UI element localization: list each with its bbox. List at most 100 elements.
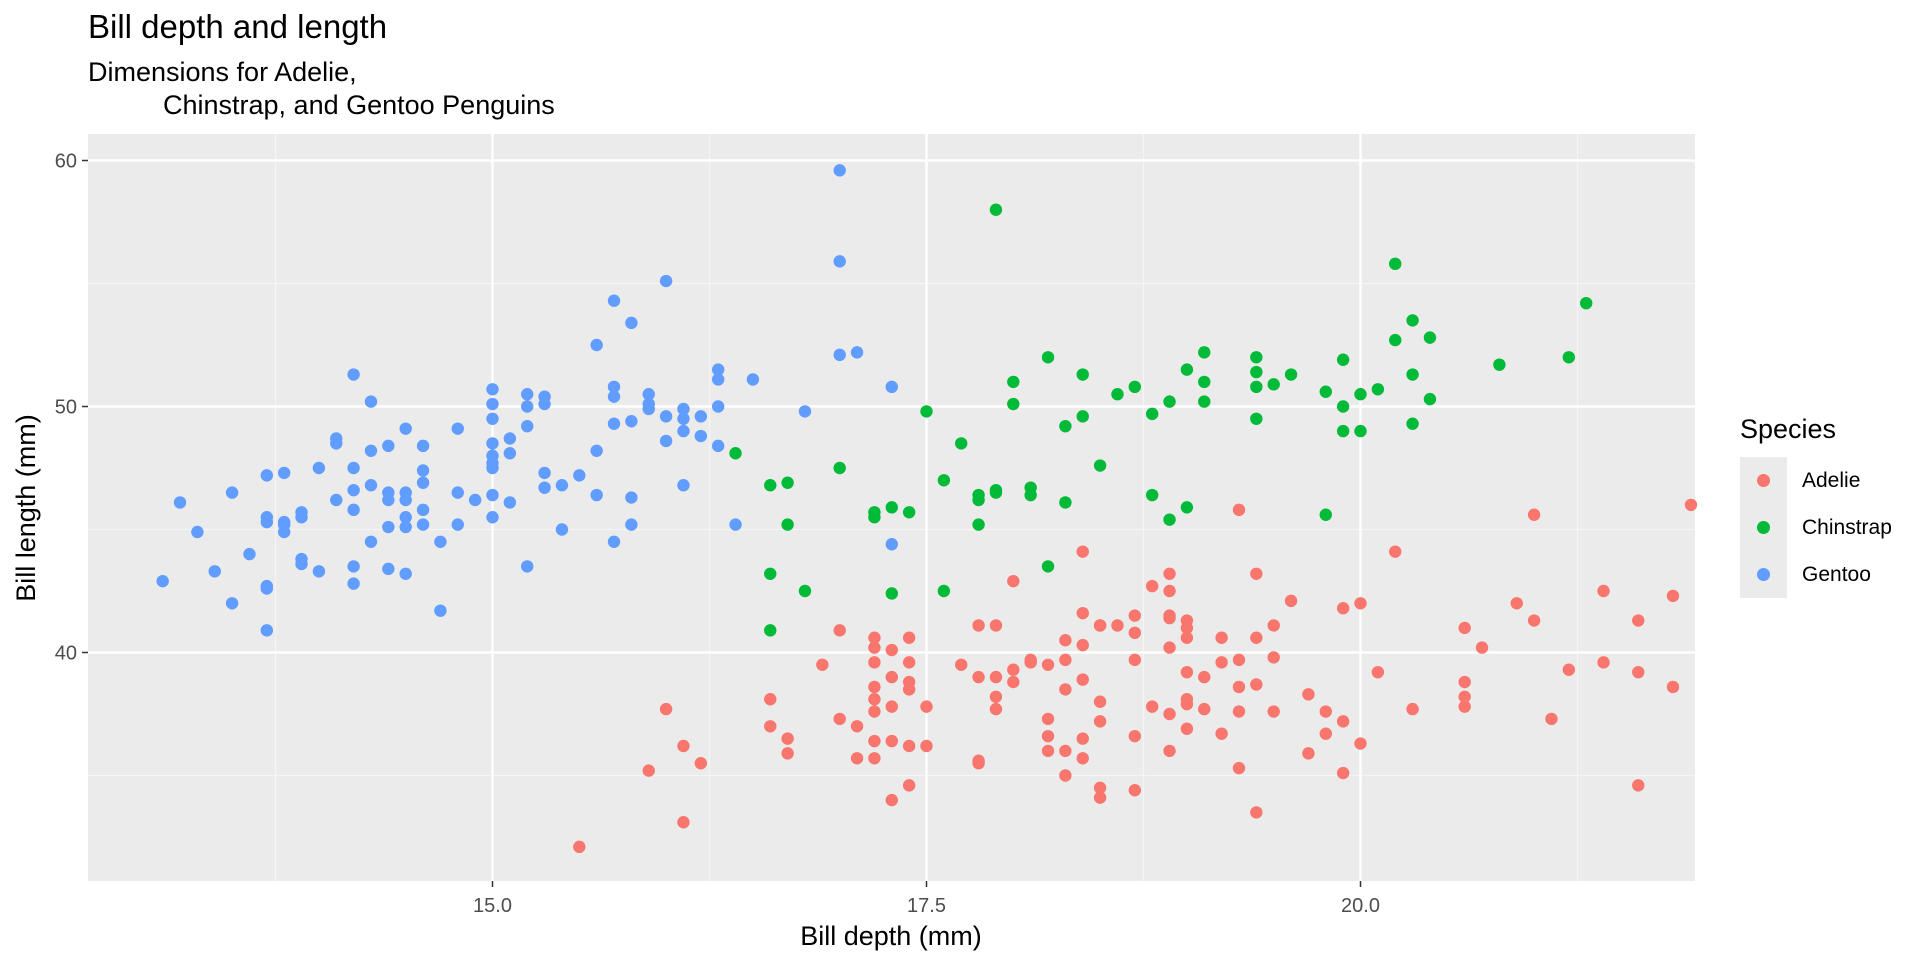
point-gentoo	[573, 469, 586, 482]
point-adelie	[1180, 614, 1194, 627]
point-chinstrap	[1250, 351, 1263, 364]
point-adelie	[850, 720, 864, 733]
point-adelie	[989, 619, 1003, 632]
point-gentoo	[607, 390, 621, 403]
x-tick-label: 20.0	[1341, 895, 1380, 917]
point-chinstrap	[1007, 375, 1020, 389]
point-gentoo	[659, 274, 673, 288]
point-gentoo	[659, 434, 673, 448]
point-gentoo	[677, 479, 690, 492]
point-chinstrap	[798, 584, 812, 598]
chart-title: Bill depth and length	[88, 8, 388, 45]
point-adelie	[1163, 641, 1176, 654]
legend-item-gentoo: Gentoo	[1740, 551, 1892, 598]
point-adelie	[1024, 653, 1037, 667]
point-adelie	[972, 754, 985, 767]
point-chinstrap	[937, 584, 951, 598]
point-adelie	[659, 702, 673, 716]
point-gentoo	[625, 316, 638, 330]
point-chinstrap	[1076, 368, 1089, 381]
point-adelie	[573, 840, 586, 854]
point-gentoo	[625, 415, 638, 428]
point-chinstrap	[1579, 296, 1593, 310]
point-chinstrap	[1111, 388, 1124, 401]
point-adelie	[1059, 683, 1072, 696]
point-adelie	[1076, 752, 1089, 765]
point-adelie	[1267, 651, 1280, 664]
point-chinstrap	[1041, 560, 1055, 573]
point-gentoo	[694, 429, 708, 443]
point-gentoo	[451, 422, 464, 435]
point-chinstrap	[1250, 412, 1263, 425]
point-gentoo	[521, 419, 534, 433]
point-gentoo	[451, 518, 464, 531]
point-chinstrap	[781, 518, 794, 531]
point-adelie	[885, 793, 898, 807]
point-gentoo	[399, 486, 412, 499]
point-gentoo	[277, 515, 291, 529]
point-adelie	[1180, 722, 1194, 735]
point-gentoo	[555, 523, 569, 536]
point-adelie	[850, 752, 864, 765]
y-tick-label: 40	[55, 643, 77, 665]
point-gentoo	[330, 432, 343, 445]
point-adelie	[868, 641, 881, 654]
point-chinstrap	[1076, 410, 1089, 423]
point-gentoo	[156, 574, 169, 588]
point-gentoo	[503, 432, 517, 445]
point-adelie	[1076, 606, 1089, 620]
point-adelie	[677, 816, 690, 829]
point-gentoo	[173, 496, 187, 509]
point-adelie	[764, 693, 777, 706]
point-gentoo	[347, 577, 360, 590]
point-gentoo	[729, 518, 742, 531]
point-adelie	[1163, 707, 1176, 721]
point-adelie	[1597, 656, 1610, 669]
point-adelie	[1250, 806, 1263, 819]
point-gentoo	[625, 518, 638, 531]
x-axis-title: Bill depth (mm)	[800, 921, 982, 951]
point-chinstrap	[1354, 424, 1367, 438]
legend-item-adelie: Adelie	[1740, 457, 1892, 504]
point-adelie	[677, 739, 690, 753]
point-adelie	[989, 690, 1003, 703]
point-gentoo	[538, 466, 551, 480]
point-gentoo	[260, 624, 274, 637]
y-tick-label: 50	[55, 397, 77, 419]
point-gentoo	[798, 405, 812, 418]
point-gentoo	[642, 397, 655, 411]
point-adelie	[868, 693, 881, 706]
point-gentoo	[590, 338, 603, 352]
point-gentoo	[382, 520, 395, 534]
point-chinstrap	[1145, 407, 1159, 421]
point-adelie	[1371, 665, 1385, 679]
point-adelie	[1319, 727, 1332, 740]
point-adelie	[1232, 653, 1246, 667]
point-adelie	[1093, 619, 1107, 632]
x-tick-label: 15.0	[473, 895, 512, 917]
point-chinstrap	[1493, 358, 1506, 371]
point-gentoo	[833, 164, 846, 177]
point-chinstrap	[1406, 314, 1419, 327]
point-adelie	[989, 670, 1003, 684]
point-chinstrap	[1024, 488, 1037, 502]
point-gentoo	[503, 447, 517, 460]
point-adelie	[1007, 663, 1020, 676]
point-chinstrap	[1319, 508, 1332, 521]
point-adelie	[642, 764, 655, 777]
point-chinstrap	[1406, 368, 1419, 381]
point-adelie	[868, 656, 881, 669]
legend-item-chinstrap: Chinstrap	[1740, 504, 1892, 551]
point-adelie	[1198, 702, 1211, 716]
point-adelie	[885, 670, 898, 684]
legend-key-gentoo	[1740, 551, 1787, 598]
point-adelie	[1458, 700, 1471, 713]
point-adelie	[1059, 744, 1072, 758]
point-adelie	[1336, 602, 1350, 615]
point-adelie	[1302, 688, 1315, 701]
point-adelie	[1059, 653, 1072, 667]
point-chinstrap	[1198, 395, 1211, 408]
point-gentoo	[416, 503, 430, 517]
point-gentoo	[555, 479, 569, 492]
point-adelie	[989, 702, 1003, 716]
